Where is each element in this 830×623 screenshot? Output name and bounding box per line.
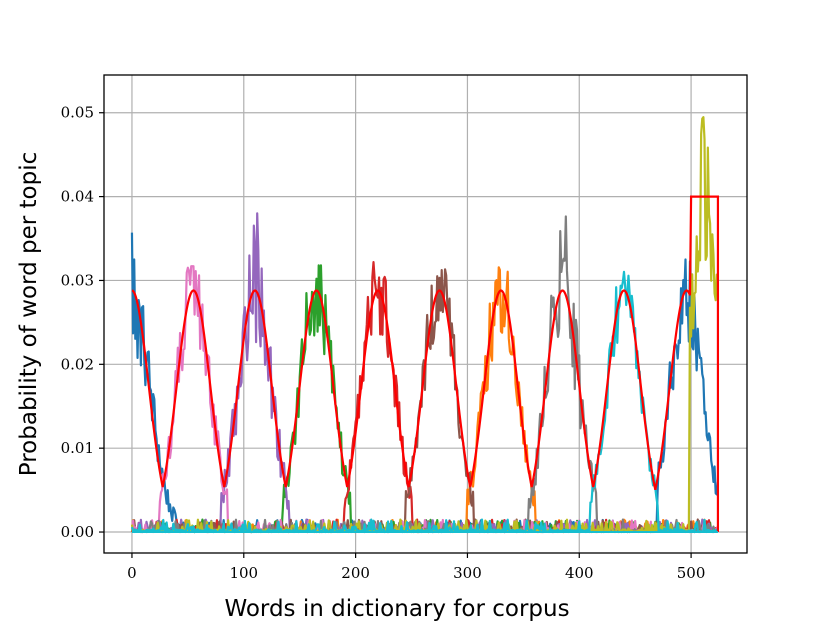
y-tick-label: 0.01 xyxy=(61,439,94,457)
y-tick-label: 0.00 xyxy=(61,523,94,541)
x-tick-label: 500 xyxy=(677,564,706,582)
reference-envelope-line xyxy=(131,195,720,533)
x-axis-label: Words in dictionary for corpus xyxy=(224,596,569,622)
x-tick-label: 200 xyxy=(341,564,370,582)
x-tick-label: 0 xyxy=(127,564,137,582)
x-tick-label: 400 xyxy=(565,564,594,582)
y-tick-label: 0.03 xyxy=(61,271,94,289)
x-tick-label: 100 xyxy=(229,564,258,582)
y-tick-label: 0.02 xyxy=(61,355,94,373)
ticks: 0 100 200 300 400 500 0.00 0.01 0.02 0.03 0.04 0.05 xyxy=(61,104,706,582)
plot-area xyxy=(130,116,720,534)
y-tick-label: 0.04 xyxy=(61,188,94,206)
x-tick-label: 300 xyxy=(453,564,482,582)
y-axis-label: Probability of word per topic xyxy=(16,152,42,476)
plot-frame xyxy=(103,74,748,554)
y-tick-label: 0.05 xyxy=(61,104,94,122)
